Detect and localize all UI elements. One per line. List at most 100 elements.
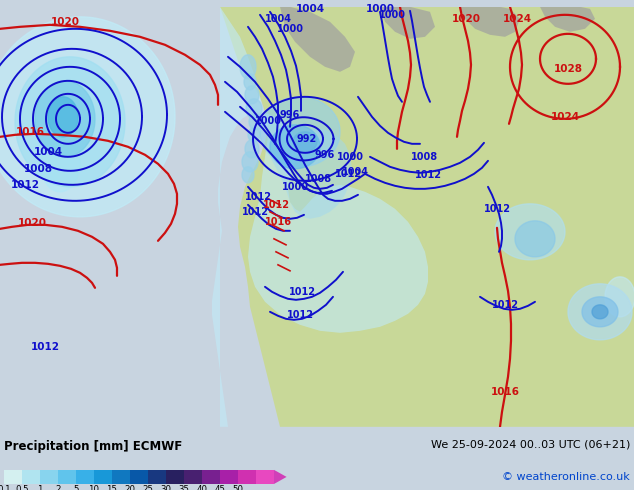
Text: 1008: 1008 (23, 164, 53, 174)
Bar (184, 470, 202, 484)
Polygon shape (380, 7, 435, 39)
Text: 1012: 1012 (262, 200, 290, 210)
Text: 1004: 1004 (34, 147, 63, 157)
Text: 0.5: 0.5 (15, 486, 29, 490)
Polygon shape (293, 132, 317, 152)
Text: 1020: 1020 (51, 17, 79, 27)
Text: 20: 20 (124, 486, 136, 490)
Text: We 25-09-2024 00..03 UTC (06+21): We 25-09-2024 00..03 UTC (06+21) (430, 440, 630, 450)
Text: 1024: 1024 (550, 112, 579, 122)
Polygon shape (220, 7, 634, 427)
Text: 1012: 1012 (415, 170, 441, 180)
Text: 1016: 1016 (264, 217, 292, 227)
Bar (130, 470, 148, 484)
Bar (76, 470, 94, 484)
Text: 1008: 1008 (411, 152, 439, 162)
Text: 35: 35 (179, 486, 190, 490)
Polygon shape (40, 132, 80, 192)
Text: 1016: 1016 (15, 127, 44, 137)
Text: 40: 40 (197, 486, 207, 490)
Bar (148, 470, 166, 484)
Text: 1020: 1020 (451, 14, 481, 24)
Text: 1028: 1028 (553, 64, 583, 74)
Text: 25: 25 (143, 486, 153, 490)
Polygon shape (460, 5, 520, 37)
Text: 1012: 1012 (30, 342, 60, 352)
Bar (22, 470, 40, 484)
Text: 1000: 1000 (281, 182, 309, 192)
Polygon shape (495, 204, 565, 260)
Polygon shape (274, 470, 287, 484)
Text: © weatheronline.co.uk: © weatheronline.co.uk (502, 472, 630, 482)
Polygon shape (248, 128, 260, 142)
Polygon shape (48, 97, 78, 137)
Text: 992: 992 (297, 134, 317, 144)
Polygon shape (245, 86, 259, 104)
Text: 1012: 1012 (491, 300, 519, 310)
Text: 1012: 1012 (287, 310, 313, 320)
Polygon shape (220, 7, 634, 359)
Polygon shape (246, 99, 262, 119)
Polygon shape (270, 125, 320, 169)
Text: 1004: 1004 (295, 4, 325, 14)
Polygon shape (245, 140, 259, 158)
Text: 996: 996 (280, 110, 300, 120)
Text: 30: 30 (160, 486, 172, 490)
Text: 1016: 1016 (491, 387, 519, 397)
Text: 1004: 1004 (342, 167, 368, 177)
Text: 5: 5 (74, 486, 79, 490)
Polygon shape (240, 55, 256, 79)
Text: 1: 1 (37, 486, 42, 490)
Text: 1000: 1000 (365, 4, 394, 14)
Text: 1012: 1012 (11, 180, 39, 190)
Polygon shape (582, 297, 618, 327)
Polygon shape (212, 7, 428, 427)
Text: 1008: 1008 (304, 174, 332, 184)
Polygon shape (0, 17, 175, 217)
Bar (40, 470, 58, 484)
Text: 1020: 1020 (18, 218, 46, 228)
Polygon shape (242, 152, 258, 172)
Polygon shape (515, 221, 555, 257)
Text: 1000: 1000 (337, 152, 363, 162)
Bar (94, 470, 112, 484)
Polygon shape (540, 5, 595, 32)
Polygon shape (35, 81, 95, 157)
Polygon shape (244, 74, 256, 90)
Text: 1012: 1012 (288, 287, 316, 297)
Polygon shape (568, 284, 632, 340)
Bar (202, 470, 220, 484)
Polygon shape (15, 57, 125, 187)
Text: 1024: 1024 (502, 14, 531, 24)
Text: 1000: 1000 (254, 116, 281, 126)
Polygon shape (270, 129, 352, 219)
Bar (4, 470, 22, 484)
Text: 1000: 1000 (378, 10, 406, 20)
Bar (58, 470, 76, 484)
Text: 2: 2 (55, 486, 61, 490)
Polygon shape (605, 277, 634, 317)
Polygon shape (242, 167, 254, 183)
Text: 15: 15 (107, 486, 117, 490)
Text: 1012: 1012 (484, 204, 510, 214)
Text: 10: 10 (89, 486, 100, 490)
Polygon shape (249, 114, 263, 130)
Bar (112, 470, 130, 484)
Polygon shape (260, 97, 340, 167)
Text: 1012: 1012 (335, 169, 361, 179)
Text: 1012: 1012 (242, 207, 269, 217)
Bar (256, 470, 274, 484)
Polygon shape (592, 305, 608, 319)
Text: 1004: 1004 (264, 14, 292, 24)
Bar (166, 470, 184, 484)
Text: 1012: 1012 (245, 192, 271, 202)
Polygon shape (280, 7, 355, 72)
Text: 45: 45 (214, 486, 226, 490)
Text: 1000: 1000 (276, 24, 304, 34)
Text: Precipitation [mm] ECMWF: Precipitation [mm] ECMWF (4, 440, 182, 453)
Text: 0.1: 0.1 (0, 486, 11, 490)
Text: 50: 50 (233, 486, 243, 490)
Text: 996: 996 (315, 150, 335, 160)
Bar (220, 470, 238, 484)
Bar (238, 470, 256, 484)
